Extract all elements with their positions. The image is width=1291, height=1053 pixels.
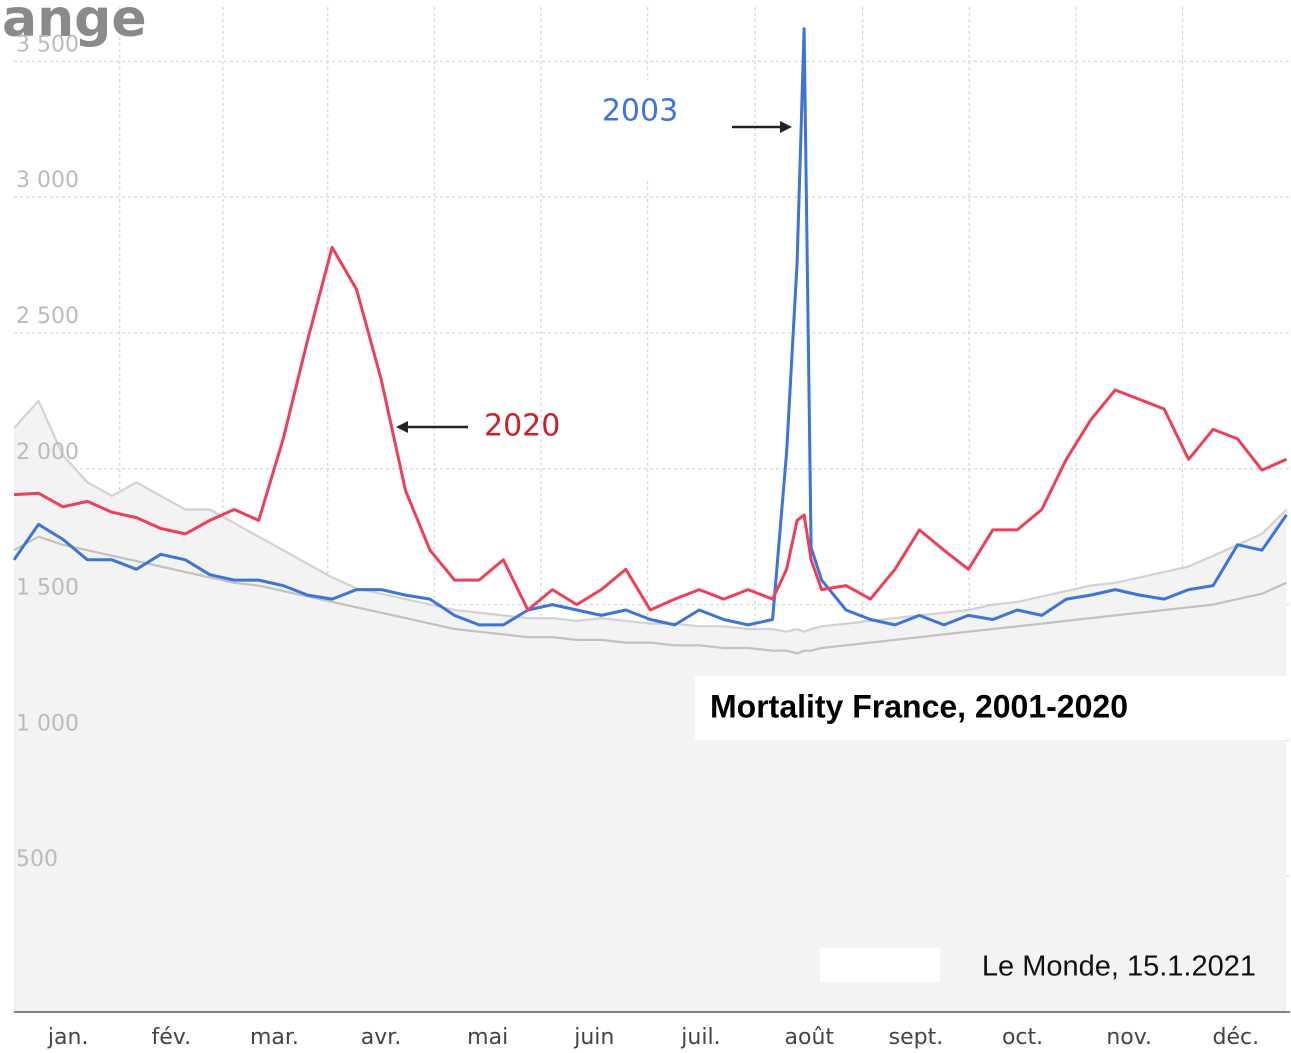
y-tick-label: 500 — [16, 847, 58, 872]
annotation-2003: 2003 — [602, 94, 678, 129]
x-tick-label: déc. — [1213, 1025, 1260, 1050]
chart-title: Mortality France, 2001-2020 — [710, 688, 1128, 724]
y-tick-label: 3 500 — [16, 32, 79, 57]
x-tick-label: jan. — [47, 1025, 89, 1050]
x-tick-label: mar. — [250, 1025, 299, 1050]
area — [14, 400, 1287, 1012]
x-tick-label: juin — [573, 1025, 614, 1050]
series-line — [13, 535, 1287, 655]
header-fragment: ange — [2, 0, 147, 49]
x-tick-label: juil. — [680, 1025, 720, 1050]
y-tick-label: 1 500 — [16, 576, 79, 601]
annotation-2020: 2020 — [484, 409, 560, 444]
x-tick-label: fév. — [152, 1025, 192, 1050]
title-box — [695, 676, 1290, 740]
y-tick-label: 3 000 — [16, 168, 79, 193]
y-tick-label: 2 000 — [16, 440, 79, 465]
source: Le Monde, 15.1.2021 — [982, 951, 1256, 983]
x-tick-label: août — [785, 1025, 835, 1050]
label-box — [548, 80, 708, 180]
series-line — [13, 399, 1288, 633]
series-line — [12, 27, 1288, 627]
arrow-head — [396, 421, 408, 433]
y-tick-label: 2 500 — [16, 304, 79, 329]
y-tick-label: 1 000 — [16, 711, 79, 736]
x-tick-label: nov. — [1106, 1025, 1152, 1050]
x-tick-label: oct. — [1002, 1025, 1043, 1050]
x-tick-label: sept. — [889, 1025, 944, 1050]
x-tick-label: mai — [467, 1025, 508, 1050]
arrow-head — [780, 121, 792, 133]
source-box — [820, 948, 940, 982]
x-tick-label: avr. — [361, 1025, 402, 1050]
plot — [12, 27, 1288, 1012]
series-line — [13, 245, 1288, 612]
